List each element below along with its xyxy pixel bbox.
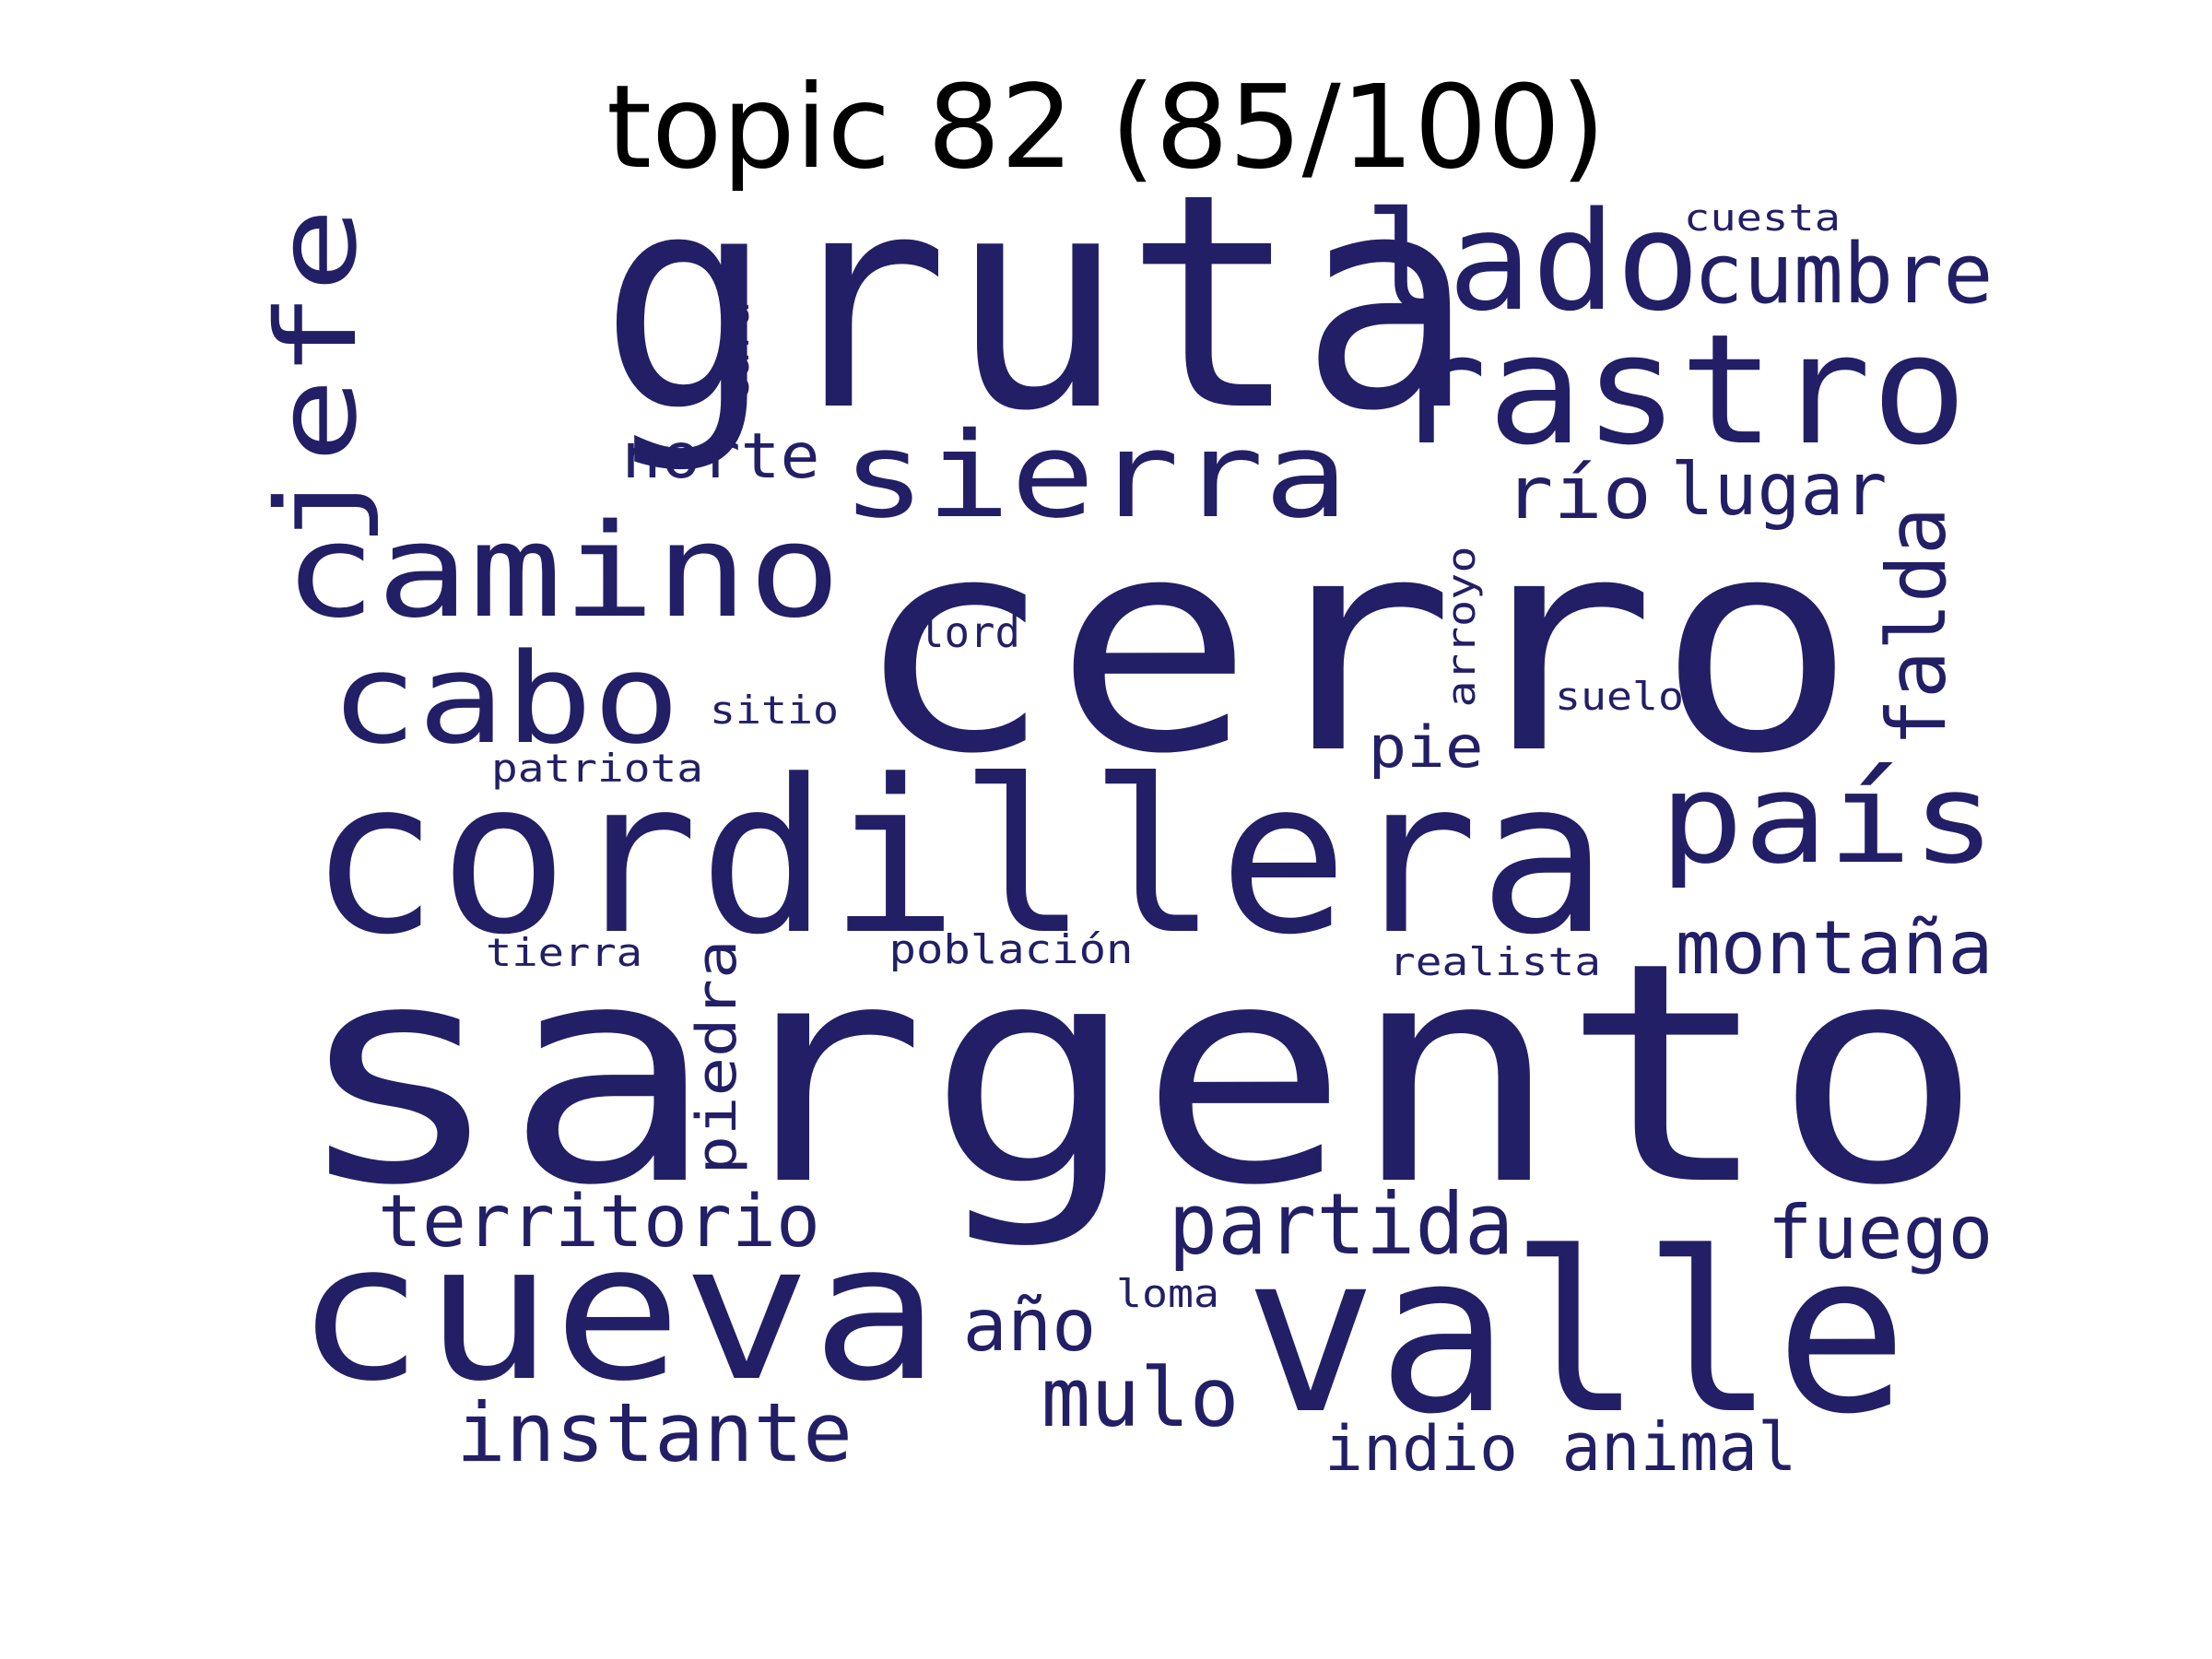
word-partida: partida xyxy=(1169,1175,1514,1274)
word-rio: río xyxy=(1504,453,1652,535)
word-montana: montaña xyxy=(1676,905,1994,991)
word-lord: lord xyxy=(919,607,1020,657)
word-rastro: rastro xyxy=(1392,301,1968,478)
word-sierra: sierra xyxy=(841,407,1348,545)
word-realista: realista xyxy=(1389,939,1601,984)
word-arroyo: arroyo xyxy=(1439,547,1484,708)
word-norte: norte xyxy=(622,420,820,493)
word-poblacion: población xyxy=(889,926,1134,973)
word-territorio: territorio xyxy=(378,1181,820,1264)
word-cerro: cerro xyxy=(853,473,1857,818)
word-cueva: cueva xyxy=(295,1204,940,1423)
word-sargento: sargento xyxy=(293,898,1984,1252)
word-camino: camino xyxy=(284,497,841,647)
word-patriota: patriota xyxy=(491,746,703,791)
word-valle: valle xyxy=(1244,1205,1908,1463)
word-jefe: jefe xyxy=(253,207,382,548)
word-cumbre: cumbre xyxy=(1694,226,1994,323)
word-sitio: sitio xyxy=(710,688,839,733)
word-tierra: tierra xyxy=(486,930,642,975)
word-falda: falda xyxy=(1869,507,1964,747)
word-cara: cara xyxy=(715,301,758,403)
word-instante: instante xyxy=(456,1385,853,1480)
word-animal: animal xyxy=(1562,1408,1797,1486)
word-cuesta: cuesta xyxy=(1684,197,1841,240)
word-pie: pie xyxy=(1369,713,1484,781)
word-piedra: piedra xyxy=(685,940,749,1175)
word-mulo: mulo xyxy=(1041,1350,1240,1445)
word-pais: país xyxy=(1660,747,1996,891)
word-suelo: suelo xyxy=(1555,674,1684,719)
figure-title: topic 82 (85/100) xyxy=(606,61,1606,194)
word-gruta: gruta xyxy=(599,130,1475,476)
word-lado: lado xyxy=(1364,182,1700,341)
word-cabo: cabo xyxy=(330,627,680,771)
word-fuego: fuego xyxy=(1768,1190,1994,1276)
word-loma: loma xyxy=(1116,1271,1219,1316)
word-indio: indio xyxy=(1324,1413,1518,1486)
word-lugar: lugar xyxy=(1671,449,1888,532)
word-ano: año xyxy=(963,1285,1097,1368)
word-cordillera: cordillera xyxy=(309,735,1608,982)
